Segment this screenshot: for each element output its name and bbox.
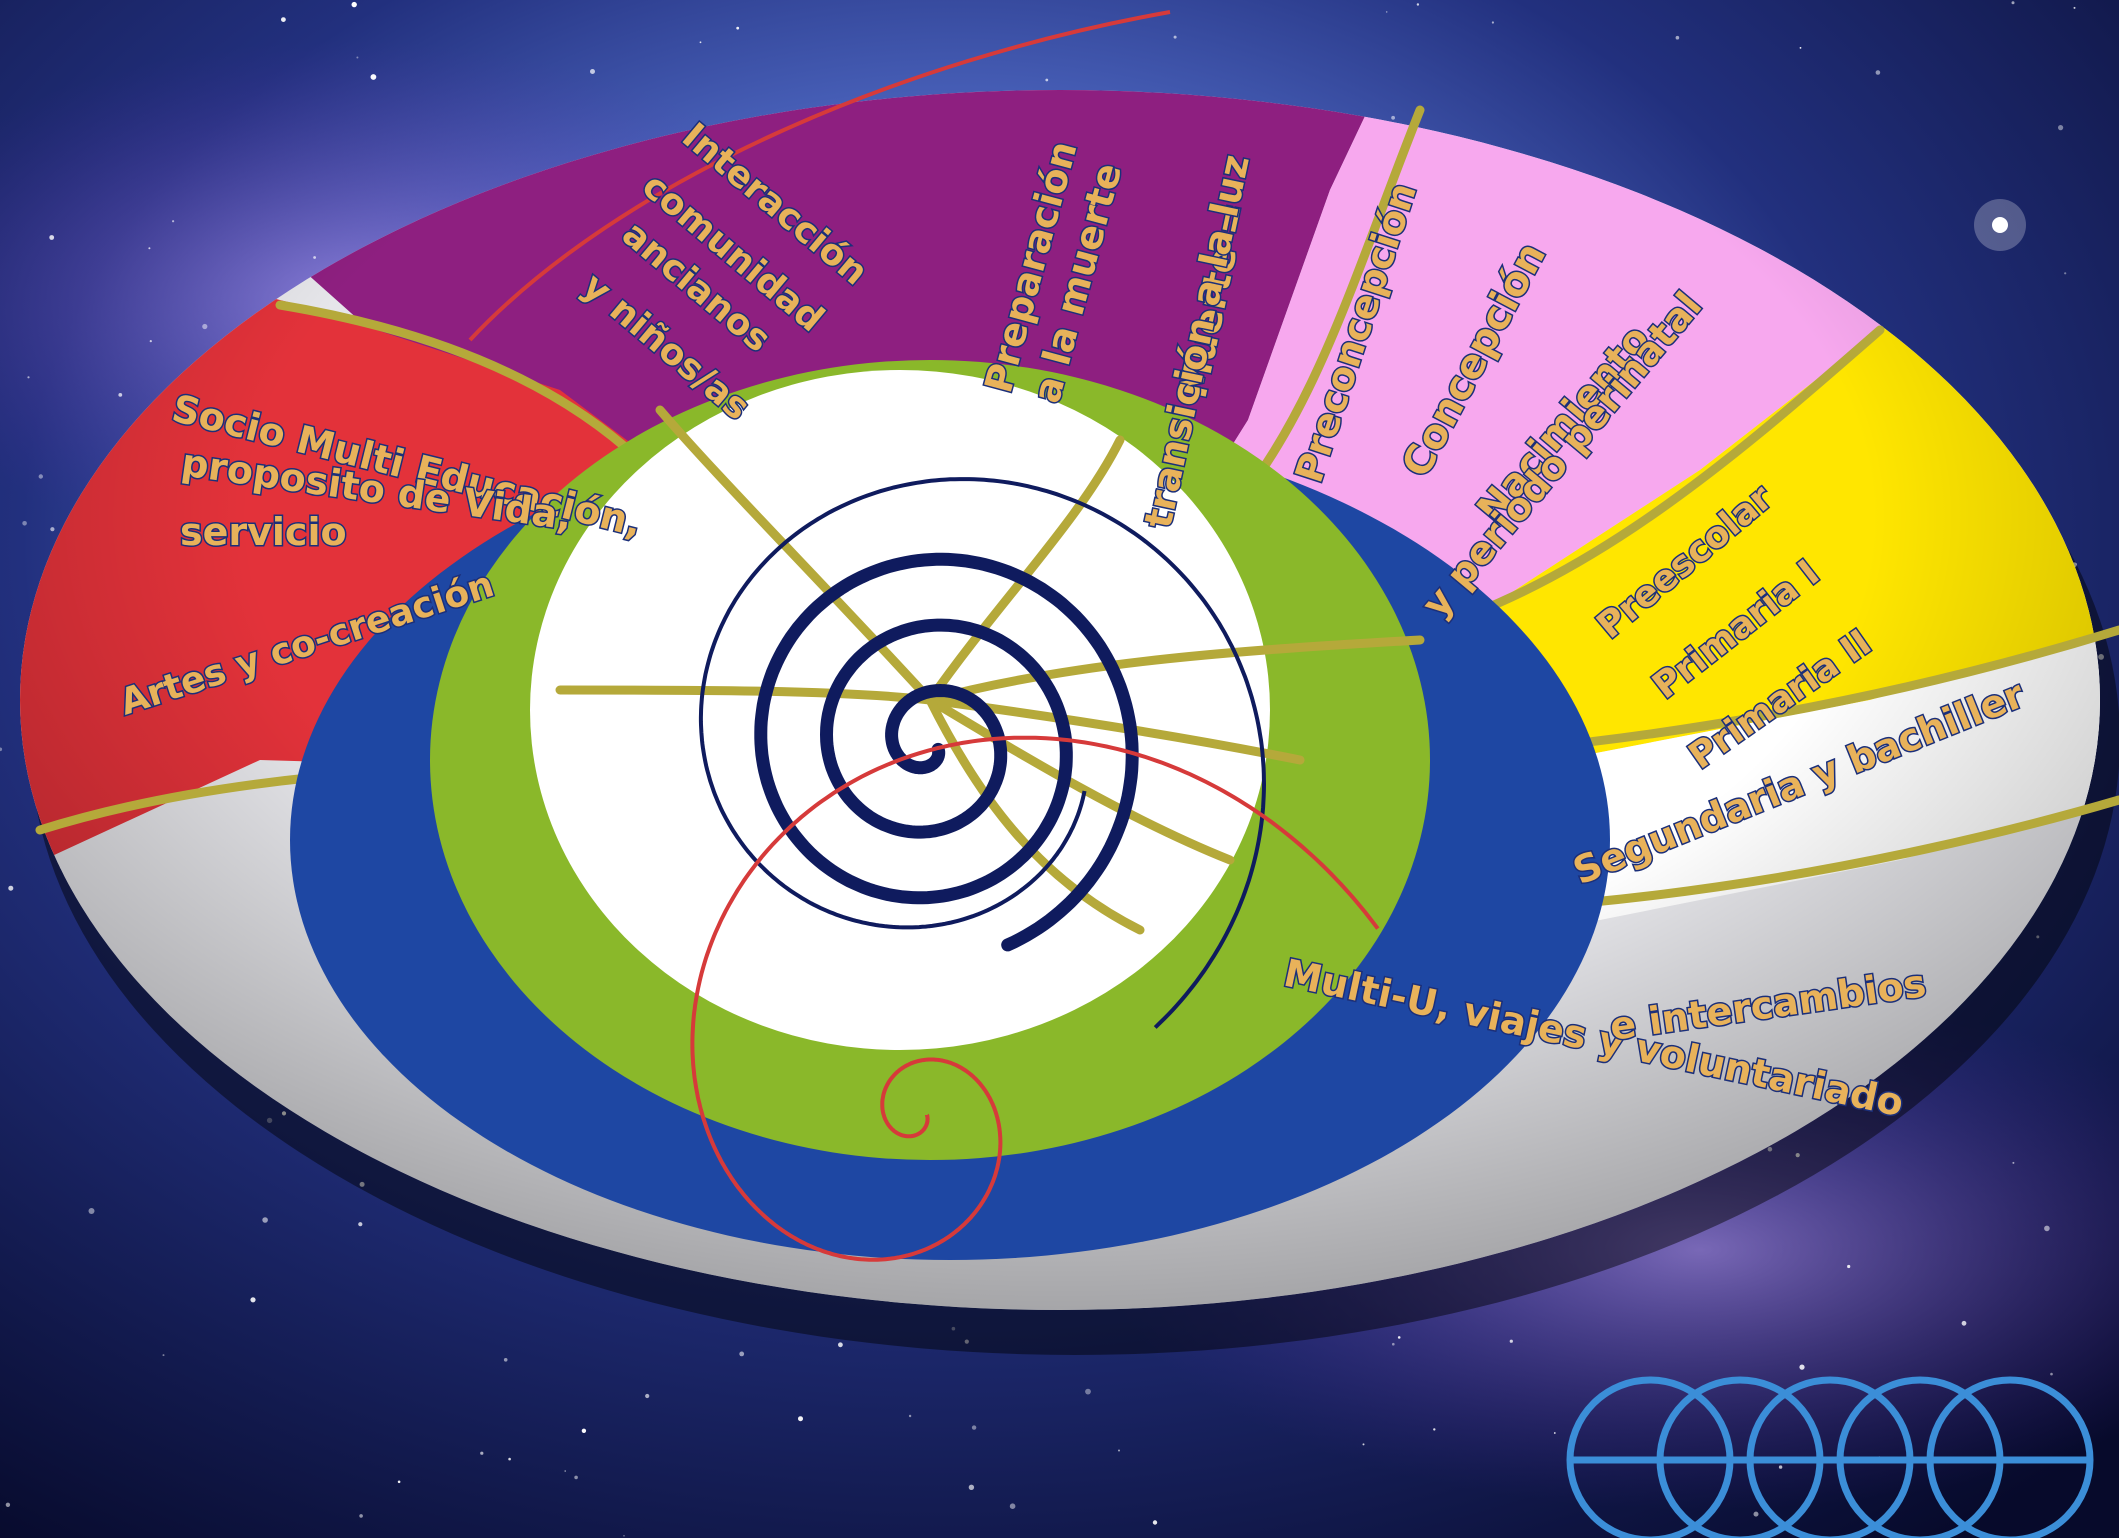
star (50, 527, 55, 532)
star (38, 474, 43, 479)
star (838, 1342, 843, 1348)
star (281, 1111, 287, 1116)
star (1795, 1153, 1800, 1158)
star (266, 1117, 273, 1124)
star (356, 56, 359, 59)
star (1491, 21, 1494, 24)
star (623, 1535, 625, 1537)
star (1799, 1364, 1805, 1370)
star (739, 1351, 745, 1357)
star (359, 1181, 365, 1187)
star (1009, 1503, 1016, 1509)
star (1778, 1465, 1783, 1469)
star (968, 1484, 975, 1491)
star (1509, 1339, 1513, 1343)
star (1045, 78, 1049, 82)
star (281, 17, 286, 22)
star (49, 235, 55, 240)
star (2064, 272, 2067, 275)
star (88, 1208, 95, 1214)
star (202, 323, 208, 330)
star (262, 1217, 268, 1223)
red-golden-spiral (690, 735, 1380, 1262)
star (2044, 1225, 2050, 1232)
star (1553, 1432, 1556, 1434)
star (359, 1514, 363, 1518)
star (2011, 1, 2015, 5)
star (1753, 1511, 1759, 1517)
star (1675, 35, 1680, 40)
star (1961, 1320, 1967, 1326)
star (964, 1339, 969, 1344)
star (1152, 1520, 1158, 1525)
interlocking-circles-logo (1566, 1376, 2094, 1538)
star (1799, 47, 1802, 49)
star (503, 1358, 508, 1362)
star (1397, 1336, 1401, 1339)
star (1767, 1146, 1773, 1152)
star (397, 1480, 401, 1484)
star (574, 1475, 578, 1480)
spiral-outer-line (698, 477, 1267, 1029)
star (162, 1354, 165, 1357)
star (1391, 115, 1395, 120)
star (250, 1297, 256, 1303)
star (508, 1457, 511, 1461)
star (908, 1414, 912, 1418)
star (590, 69, 595, 74)
star (313, 256, 316, 259)
star (1362, 1443, 1365, 1446)
star (118, 393, 123, 397)
star (581, 1428, 587, 1434)
star (2050, 1372, 2053, 1376)
star (1385, 11, 1388, 13)
star (0, 747, 3, 752)
star (1085, 1388, 1091, 1395)
star (1875, 70, 1881, 75)
star (148, 247, 151, 250)
spiral-icon (754, 552, 1139, 952)
star (1392, 1342, 1395, 1346)
star (22, 521, 27, 526)
star (645, 1393, 650, 1399)
star (27, 376, 30, 379)
star (1416, 3, 1420, 6)
star (149, 340, 152, 343)
star (351, 1, 357, 8)
star (699, 41, 702, 44)
star (2098, 654, 2105, 660)
star (480, 1451, 484, 1455)
red-spiral-arc (468, 10, 1171, 342)
star (1433, 1428, 1436, 1431)
star (172, 220, 175, 223)
star (736, 26, 740, 30)
star (8, 885, 14, 891)
star (1847, 1264, 1851, 1269)
star (358, 1222, 363, 1227)
star (5, 1502, 11, 1508)
bright-star (1992, 217, 2008, 233)
star (971, 1425, 977, 1430)
star (2058, 125, 2064, 131)
bright-star-glow (1974, 199, 2026, 251)
star (2073, 6, 2076, 9)
star (370, 74, 377, 80)
star (1173, 35, 1177, 39)
star (1118, 1449, 1120, 1452)
label-socio-line3: servicio (180, 510, 347, 554)
star (564, 1470, 566, 1472)
star (2012, 1161, 2015, 1164)
star (951, 1326, 956, 1331)
star (798, 1416, 803, 1422)
star (2036, 935, 2040, 939)
